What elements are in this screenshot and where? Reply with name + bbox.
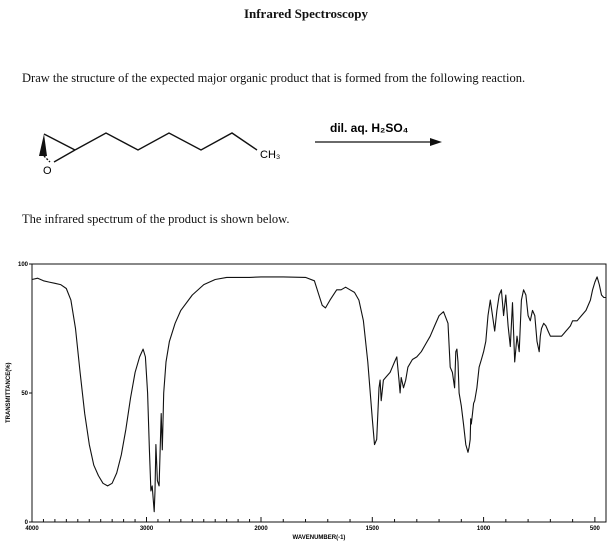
reaction-scheme: O CH₃ dil. aq. H₂SO₄: [39, 121, 442, 177]
x-tick-label: 3000: [140, 526, 154, 532]
epoxide-structure: O CH₃: [39, 132, 280, 177]
alkyl-chain: [74, 132, 258, 151]
arrow-head-icon: [430, 138, 442, 146]
methyl-label: CH₃: [260, 149, 280, 161]
y-tick-label: 50: [21, 391, 28, 397]
y-axis-ticks: 0 50 100: [18, 262, 32, 526]
x-tick-label: 1000: [477, 526, 491, 532]
spectrum-line: [31, 276, 606, 513]
x-axis-ticks: 4000 3000 2000 1500 1000 500: [25, 517, 601, 532]
y-tick-label: 0: [25, 520, 29, 526]
x-axis-label: WAVENUMBER(-1): [293, 535, 346, 541]
y-tick-label: 100: [18, 262, 29, 268]
oxygen-label: O: [43, 165, 52, 177]
reaction-arrow-group: dil. aq. H₂SO₄: [315, 121, 442, 146]
reagent-label: dil. aq. H₂SO₄: [330, 121, 409, 135]
page-title: Infrared Spectroscopy: [243, 6, 369, 21]
x-tick-label: 500: [590, 526, 601, 532]
x-tick-label: 4000: [25, 526, 39, 532]
epoxide-oxygen-bond: [53, 149, 76, 163]
epoxide-wedge-bond: [39, 134, 47, 156]
y-axis-label: TRANSMITTANCE(%): [6, 362, 12, 423]
spectrum-intro: The infrared spectrum of the product is …: [22, 212, 290, 226]
question-instruction: Draw the structure of the expected major…: [22, 71, 526, 85]
x-tick-label: 2000: [254, 526, 268, 532]
x-tick-label: 1500: [366, 526, 380, 532]
plot-frame: [31, 263, 607, 523]
epoxide-ring-bond: [43, 133, 76, 151]
ir-spectrum-chart: 0 50 100 4000 3000 2000 1500 1000 500 TRANSMITT…: [6, 262, 607, 541]
epoxide-oxygen-bond-hashed: [43, 155, 51, 163]
